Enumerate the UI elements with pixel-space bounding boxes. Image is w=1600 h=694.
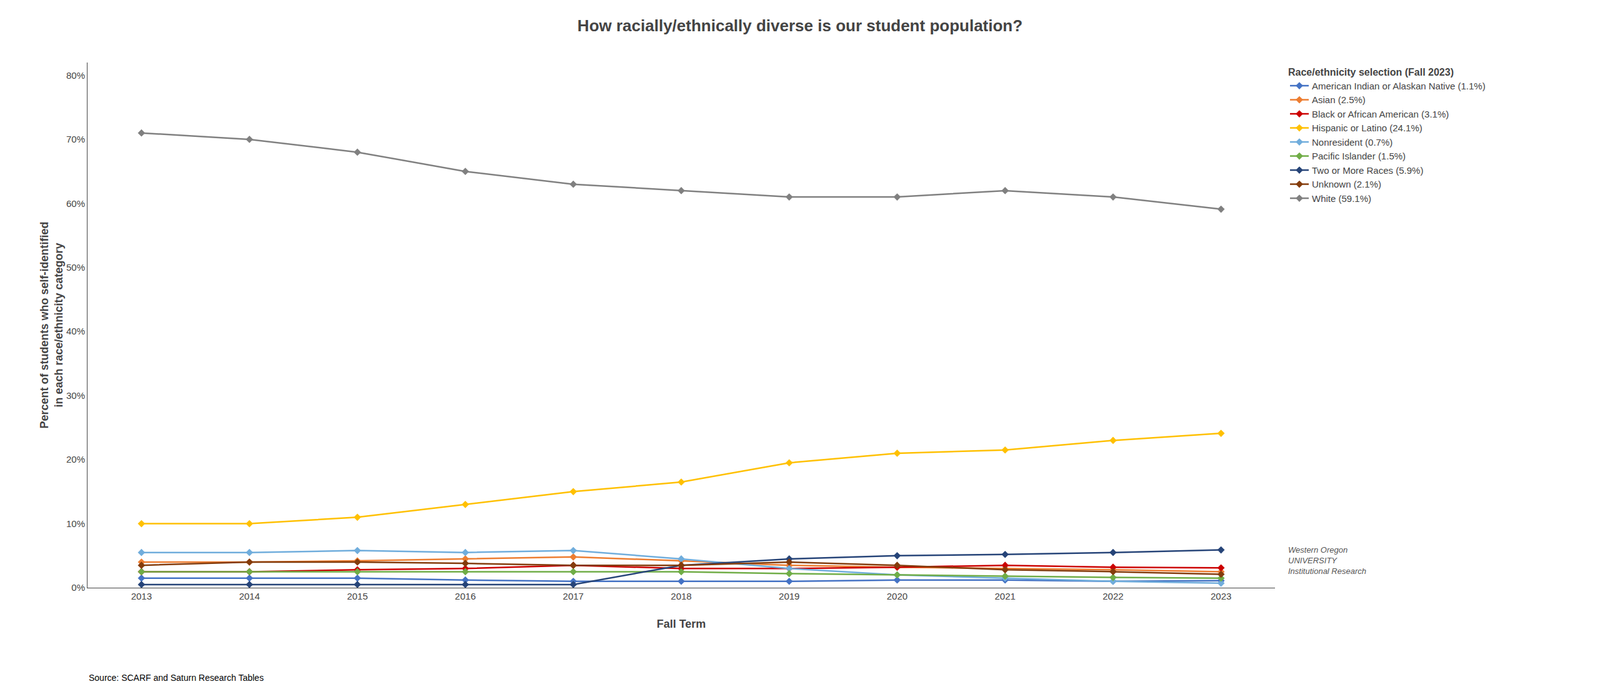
svg-text:60%: 60% <box>66 198 85 209</box>
svg-text:Nonresident (0.7%): Nonresident (0.7%) <box>1311 136 1393 148</box>
svg-text:2023: 2023 <box>1210 590 1232 602</box>
svg-text:50%: 50% <box>66 261 85 273</box>
svg-text:2022: 2022 <box>1102 590 1124 602</box>
svg-text:Source: SCARF and Saturn Resea: Source: SCARF and Saturn Research Tables <box>88 672 264 683</box>
svg-text:How racially/ethnically divers: How racially/ethnically diverse is our s… <box>577 16 1023 35</box>
svg-text:40%: 40% <box>66 325 85 337</box>
svg-text:Black or African American (3.1: Black or African American (3.1%) <box>1311 108 1449 120</box>
svg-text:Race/ethnicity selection (Fall: Race/ethnicity selection (Fall 2023) <box>1288 66 1454 78</box>
svg-text:0%: 0% <box>71 581 85 593</box>
svg-text:Pacific Islander (1.5%): Pacific Islander (1.5%) <box>1311 150 1406 162</box>
svg-text:2021: 2021 <box>994 590 1015 602</box>
svg-text:70%: 70% <box>66 133 85 145</box>
svg-text:Two or More Races (5.9%): Two or More Races (5.9%) <box>1311 165 1424 176</box>
svg-text:Fall Term: Fall Term <box>656 617 707 630</box>
svg-text:American Indian or Alaskan Nat: American Indian or Alaskan Native (1.1%) <box>1311 80 1486 92</box>
svg-text:2013: 2013 <box>131 590 152 602</box>
svg-text:Percent of students who self-i: Percent of students who self-identifiedi… <box>38 221 65 429</box>
svg-text:2018: 2018 <box>670 590 692 602</box>
svg-text:20%: 20% <box>66 453 85 465</box>
svg-text:2015: 2015 <box>346 590 368 602</box>
svg-text:Asian (2.5%): Asian (2.5%) <box>1311 94 1366 105</box>
svg-text:White (59.1%): White (59.1%) <box>1311 193 1372 204</box>
svg-text:2019: 2019 <box>778 590 800 602</box>
svg-text:2014: 2014 <box>238 590 260 602</box>
svg-text:2020: 2020 <box>886 590 908 602</box>
svg-text:Unknown (2.1%): Unknown (2.1%) <box>1311 178 1382 190</box>
svg-text:Hispanic or Latino (24.1%): Hispanic or Latino (24.1%) <box>1311 122 1423 134</box>
svg-text:80%: 80% <box>66 70 85 81</box>
svg-text:10%: 10% <box>66 518 85 529</box>
svg-text:30%: 30% <box>66 390 85 401</box>
svg-text:2017: 2017 <box>563 590 584 602</box>
svg-text:Western OregonUNIVERSITYInstit: Western OregonUNIVERSITYInstitutional Re… <box>1288 545 1367 576</box>
svg-text:2016: 2016 <box>455 590 476 602</box>
